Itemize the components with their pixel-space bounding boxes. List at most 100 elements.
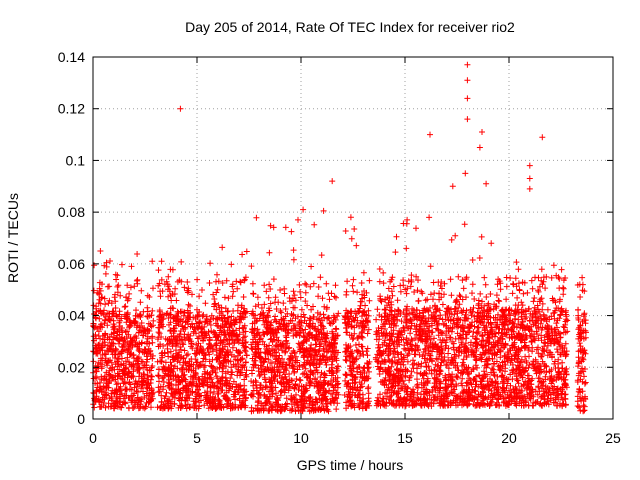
data-point bbox=[256, 389, 263, 396]
data-point bbox=[531, 295, 538, 301]
data-point bbox=[291, 385, 298, 392]
data-point bbox=[454, 330, 461, 337]
data-point bbox=[542, 383, 549, 390]
data-point bbox=[142, 347, 149, 354]
data-point bbox=[158, 350, 165, 357]
data-point bbox=[231, 339, 238, 345]
data-point bbox=[357, 350, 364, 357]
data-point bbox=[103, 385, 110, 391]
data-point bbox=[353, 242, 360, 249]
data-point bbox=[324, 380, 331, 387]
data-point bbox=[514, 294, 521, 301]
data-point bbox=[240, 294, 247, 300]
data-point bbox=[177, 391, 184, 397]
data-point bbox=[529, 361, 536, 367]
data-point bbox=[551, 389, 558, 396]
data-point bbox=[197, 362, 204, 369]
data-point bbox=[501, 385, 508, 392]
data-point bbox=[499, 335, 506, 342]
data-point bbox=[495, 297, 502, 304]
data-point bbox=[167, 373, 174, 380]
data-point bbox=[234, 357, 241, 364]
data-point bbox=[555, 356, 562, 363]
data-point bbox=[174, 338, 181, 345]
data-point bbox=[422, 359, 429, 366]
data-point bbox=[422, 380, 429, 387]
data-point bbox=[354, 368, 361, 375]
data-point bbox=[352, 308, 359, 315]
data-point bbox=[252, 357, 259, 364]
data-point bbox=[124, 328, 130, 335]
data-point bbox=[545, 333, 552, 340]
data-point bbox=[357, 369, 364, 376]
data-point bbox=[213, 306, 220, 313]
data-point bbox=[404, 323, 410, 330]
data-point bbox=[141, 325, 148, 332]
data-point bbox=[174, 333, 181, 340]
data-point bbox=[483, 294, 490, 300]
data-point bbox=[379, 323, 386, 330]
data-point bbox=[299, 364, 306, 370]
data-point bbox=[441, 280, 448, 287]
data-point bbox=[347, 397, 354, 404]
data-point bbox=[359, 295, 366, 302]
data-point bbox=[419, 327, 425, 334]
data-point bbox=[204, 320, 211, 327]
data-point bbox=[140, 388, 146, 395]
data-point bbox=[448, 400, 455, 407]
data-point bbox=[505, 326, 512, 333]
data-point bbox=[266, 249, 273, 256]
data-point bbox=[107, 317, 114, 324]
data-point bbox=[222, 331, 229, 338]
data-point bbox=[206, 399, 213, 406]
data-point bbox=[215, 396, 222, 403]
data-point bbox=[111, 323, 118, 330]
data-point bbox=[121, 304, 128, 310]
data-point bbox=[215, 385, 222, 392]
data-point bbox=[292, 382, 299, 388]
data-point bbox=[116, 331, 123, 338]
data-point bbox=[97, 347, 104, 354]
data-point bbox=[476, 305, 482, 312]
data-point bbox=[373, 331, 380, 338]
data-point bbox=[342, 372, 349, 379]
data-point bbox=[541, 348, 548, 355]
data-point bbox=[499, 325, 506, 332]
data-point bbox=[208, 328, 215, 334]
data-point bbox=[318, 369, 325, 376]
data-point bbox=[416, 351, 423, 358]
data-point bbox=[510, 280, 516, 287]
data-point bbox=[214, 391, 221, 397]
data-point bbox=[333, 406, 340, 413]
data-point bbox=[320, 353, 326, 360]
data-point bbox=[112, 351, 119, 358]
data-point bbox=[385, 299, 392, 306]
data-point bbox=[110, 400, 117, 407]
data-point bbox=[564, 317, 571, 324]
data-point bbox=[317, 274, 324, 281]
data-point bbox=[134, 251, 141, 257]
data-point bbox=[212, 366, 218, 372]
data-point bbox=[474, 396, 481, 403]
data-point bbox=[302, 326, 309, 333]
data-point bbox=[163, 310, 170, 317]
data-point bbox=[271, 347, 277, 354]
data-point bbox=[445, 350, 452, 357]
data-point bbox=[177, 308, 184, 315]
data-point bbox=[259, 402, 266, 409]
data-point bbox=[255, 301, 262, 308]
data-point bbox=[138, 385, 145, 392]
data-point bbox=[260, 317, 267, 324]
data-point bbox=[446, 310, 453, 317]
data-point bbox=[145, 320, 152, 327]
data-point bbox=[459, 370, 466, 377]
data-point bbox=[230, 393, 237, 400]
data-point bbox=[441, 399, 448, 405]
data-point bbox=[329, 382, 336, 389]
data-point bbox=[327, 378, 334, 385]
data-point bbox=[513, 334, 520, 341]
data-point bbox=[452, 308, 459, 315]
data-point bbox=[501, 344, 508, 350]
data-point bbox=[436, 307, 443, 314]
